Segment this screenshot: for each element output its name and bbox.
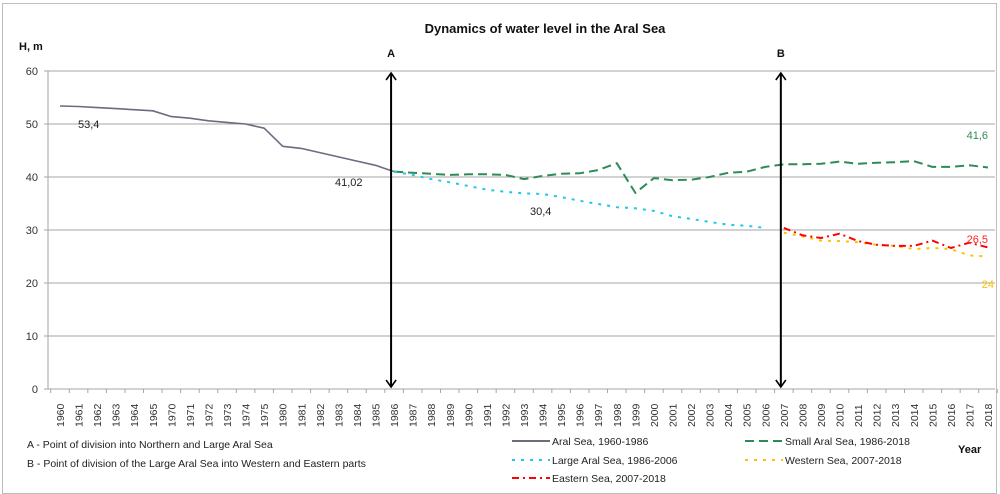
x-tick-label: 2017 — [964, 403, 976, 427]
x-tick-label: 1980 — [278, 403, 290, 427]
legend-item: Eastern Sea, 2007-2018 — [512, 473, 666, 485]
y-tick-label: 40 — [26, 172, 38, 184]
x-tick-label: 1971 — [185, 403, 197, 427]
legend-item: Western Sea, 2007-2018 — [745, 455, 902, 467]
x-tick-label: 2000 — [649, 403, 661, 427]
x-tick-label: 2016 — [946, 403, 958, 427]
x-tick-label: 2009 — [816, 403, 828, 427]
arrow-head-down — [775, 379, 787, 389]
x-tick-label: 1975 — [259, 403, 271, 427]
division-marker-label: B — [777, 48, 785, 60]
data-label: 41,02 — [335, 177, 363, 189]
x-axis-label: Year — [958, 444, 982, 456]
x-tick-label: 1990 — [463, 403, 475, 427]
x-tick-label: 1964 — [129, 403, 141, 427]
note-text: B - Point of division of the Large Aral … — [27, 458, 366, 470]
x-tick-label: 1987 — [408, 403, 420, 427]
series-line — [59, 105, 395, 173]
arrow-head-up — [385, 71, 397, 81]
x-tick-label: 1988 — [426, 403, 438, 427]
x-tick-label: 1961 — [74, 403, 86, 427]
x-tick-label: 1974 — [241, 403, 253, 427]
x-tick-label: 2010 — [835, 403, 847, 427]
y-tick-label: 50 — [26, 119, 38, 131]
x-tick-label: 2012 — [872, 403, 884, 427]
x-tick-label: 1996 — [575, 403, 587, 427]
legend-label: Western Sea, 2007-2018 — [785, 455, 902, 467]
x-tick-label: 1962 — [92, 403, 104, 427]
x-tick-label: 1984 — [352, 403, 364, 427]
legend-item: Aral Sea, 1960-1986 — [512, 436, 648, 448]
x-tick-label: 1997 — [593, 403, 605, 427]
x-tick-label: 2018 — [983, 403, 995, 427]
x-tick-label: 1989 — [445, 403, 457, 427]
x-tick-label: 1972 — [203, 403, 215, 427]
division-marker-label: A — [387, 48, 395, 60]
legend-item: Small Aral Sea, 1986-2018 — [745, 436, 910, 448]
data-label: 30,4 — [530, 206, 551, 218]
x-tick-label: 1982 — [315, 403, 327, 427]
data-label: 53,4 — [78, 119, 99, 131]
x-tick-label: 1993 — [519, 403, 531, 427]
legend-label: Small Aral Sea, 1986-2018 — [785, 436, 910, 448]
arrow-head-up — [775, 71, 787, 81]
x-tick-label: 2015 — [927, 403, 939, 427]
chart-title: Dynamics of water level in the Aral Sea — [425, 21, 667, 36]
x-tick-label: 2006 — [760, 403, 772, 427]
note-text: A - Point of division into Northern and … — [27, 439, 273, 451]
x-tick-label: 1965 — [148, 403, 160, 427]
y-tick-label: 30 — [26, 225, 38, 237]
x-tick-label: 1970 — [166, 403, 178, 427]
y-tick-label: 0 — [32, 384, 38, 396]
series-line — [393, 170, 766, 229]
x-tick-label: 2013 — [890, 403, 902, 427]
data-label: 26,5 — [967, 234, 988, 246]
x-tick-label: 1963 — [111, 403, 123, 427]
series-line — [783, 226, 989, 249]
x-tick-label: 2004 — [723, 403, 735, 427]
data-label: 24 — [982, 279, 994, 291]
x-tick-label: 1991 — [482, 403, 494, 427]
y-tick-label: 60 — [26, 66, 38, 78]
x-tick-label: 1999 — [630, 403, 642, 427]
x-tick-label: 1973 — [222, 403, 234, 427]
x-tick-label: 1960 — [55, 403, 67, 427]
x-tick-label: 2007 — [779, 403, 791, 427]
x-tick-label: 1994 — [538, 403, 550, 427]
x-tick-label: 2002 — [686, 403, 698, 427]
x-tick-label: 2005 — [742, 403, 754, 427]
x-tick-label: 1985 — [371, 403, 383, 427]
x-tick-label: 2003 — [705, 403, 717, 427]
chart-frame — [2, 3, 997, 494]
x-tick-label: 2008 — [797, 403, 809, 427]
x-tick-label: 1992 — [500, 403, 512, 427]
x-tick-label: 1995 — [556, 403, 568, 427]
series-line — [394, 160, 989, 194]
series-line — [783, 231, 989, 258]
legend-label: Aral Sea, 1960-1986 — [552, 436, 648, 448]
x-tick-label: 1981 — [296, 403, 308, 427]
x-tick-label: 1983 — [333, 403, 345, 427]
legend-item: Large Aral Sea, 1986-2006 — [512, 455, 678, 467]
x-tick-label: 2001 — [667, 403, 679, 427]
x-tick-label: 1998 — [612, 403, 624, 427]
legend-label: Eastern Sea, 2007-2018 — [552, 473, 666, 485]
y-tick-label: 20 — [26, 278, 38, 290]
x-tick-label: 2014 — [909, 403, 921, 427]
arrow-head-down — [385, 379, 397, 389]
x-tick-label: 2011 — [853, 404, 865, 427]
data-label: 41,6 — [967, 130, 988, 142]
x-tick-label: 1986 — [389, 403, 401, 427]
legend-label: Large Aral Sea, 1986-2006 — [552, 455, 678, 467]
y-tick-label: 10 — [26, 331, 38, 343]
y-axis-label: H, m — [19, 41, 43, 53]
